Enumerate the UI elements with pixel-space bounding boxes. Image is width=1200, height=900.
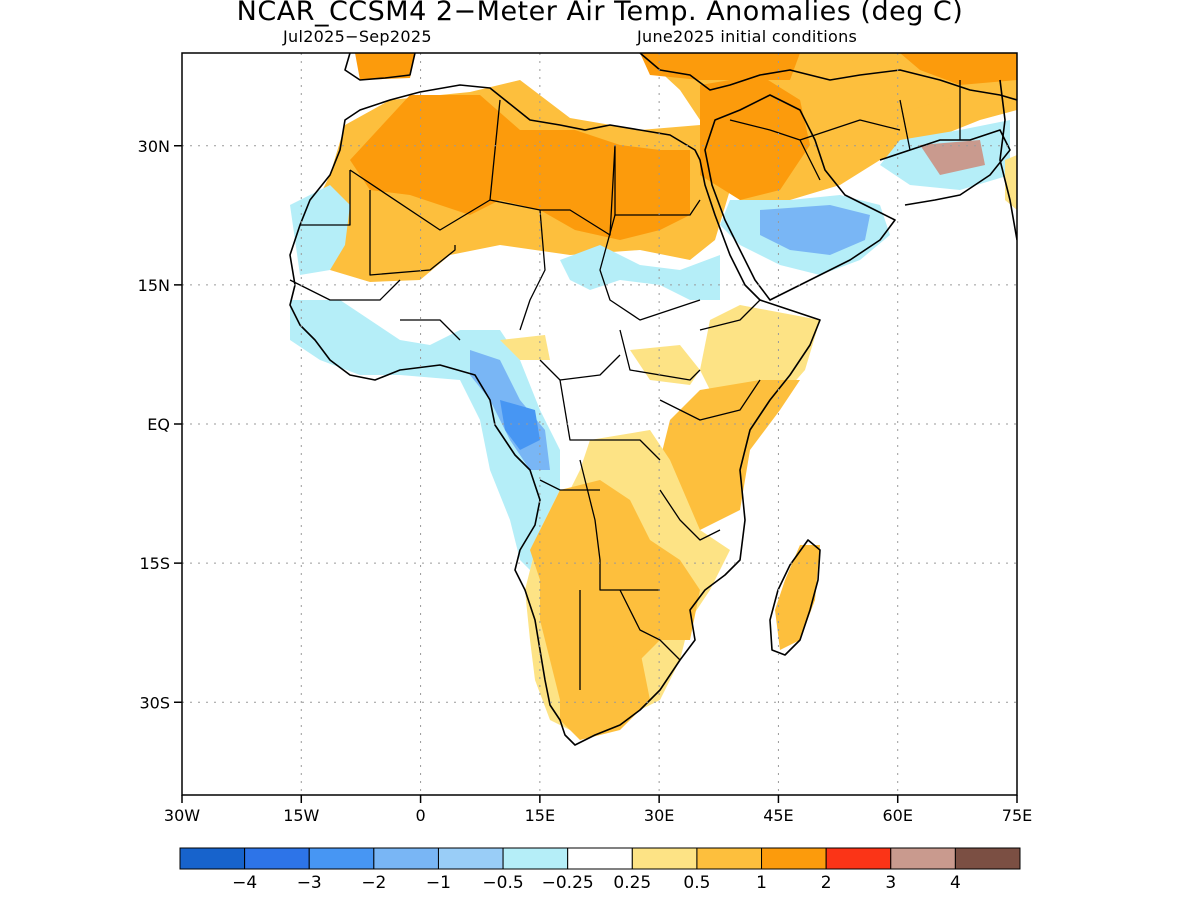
anomaly-region-nigeria-warm <box>500 335 550 360</box>
y-tick-label: 15N <box>138 276 170 295</box>
forecast-period: Jul2025−Sep2025 <box>283 27 432 46</box>
country-borders <box>289 80 961 690</box>
x-tick-label: 15W <box>283 806 319 825</box>
x-tick-label: 45E <box>763 806 793 825</box>
colorbar-label: −0.5 <box>482 873 523 893</box>
colorbar-label: −0.25 <box>542 873 594 893</box>
anomaly-region-iran-strong <box>900 53 1017 85</box>
colorbar-label: 3 <box>885 873 896 893</box>
initial-conditions: June2025 initial conditions <box>637 27 858 46</box>
colorbar-label: −4 <box>232 873 257 893</box>
anomaly-region-iberia <box>355 53 415 80</box>
colorbar-swatch <box>308 847 375 870</box>
anomaly-region-arabia-cool-core <box>760 205 870 255</box>
coastlines <box>289 53 1017 746</box>
gridlines <box>182 53 1017 795</box>
colorbar-swatch <box>437 847 504 870</box>
arabia-coastline <box>704 94 896 301</box>
x-tick-label: 30E <box>644 806 674 825</box>
x-tick-label: 15E <box>525 806 555 825</box>
colorbar-swatch <box>954 847 1021 870</box>
x-tick-label: 75E <box>1002 806 1032 825</box>
colorbar-swatch <box>696 847 763 870</box>
anomaly-region-sahara-core <box>350 95 690 240</box>
anomaly-region-north-strip <box>640 53 800 80</box>
colorbar-label: −3 <box>297 873 322 893</box>
colorbar: −4 −3 −2 −1 −0.5 −0.25 0.25 0.5 1 2 3 4 <box>179 847 1021 893</box>
colorbar-swatch <box>761 847 827 870</box>
x-tick-label: 30W <box>164 806 200 825</box>
colorbar-swatch <box>631 847 698 870</box>
persian-gulf-coast <box>879 129 1011 206</box>
anomaly-region-sahel-east-cool <box>560 245 720 300</box>
y-axis: 30N 15N EQ 15S 30S <box>138 137 182 712</box>
anomaly-region-madagascar <box>775 545 820 650</box>
map-area <box>182 53 1017 795</box>
colorbar-swatch <box>825 847 892 870</box>
africa-coastline <box>289 84 821 746</box>
mediterranean-north-coast <box>639 53 1017 101</box>
y-tick-label: 15S <box>139 554 170 573</box>
y-tick-label: EQ <box>147 415 170 434</box>
anomaly-region-levant-core <box>700 75 810 200</box>
anomaly-region-kalahari <box>560 640 650 740</box>
anomaly-region-congo-cool <box>500 400 540 450</box>
y-tick-label: 30N <box>138 137 170 156</box>
colorbar-label: 2 <box>821 873 832 893</box>
x-tick-label: 0 <box>415 806 425 825</box>
iberia-coast <box>344 53 416 81</box>
anomaly-region-india-edge <box>1005 155 1017 210</box>
x-tick-label: 60E <box>882 806 912 825</box>
colorbar-swatch <box>890 847 956 870</box>
colorbar-label: 4 <box>950 873 961 893</box>
colorbar-swatch <box>567 847 633 870</box>
colorbar-swatch <box>244 847 310 870</box>
colorbar-label: 1 <box>756 873 767 893</box>
india-coast <box>999 79 1017 241</box>
anomaly-region-sahel-east-warm <box>630 345 700 385</box>
colorbar-label: −1 <box>426 873 451 893</box>
colorbar-swatch <box>179 847 246 870</box>
colorbar-label: 0.25 <box>613 873 651 893</box>
x-axis: 30W 15W 0 15E 30E 45E 60E 75E <box>164 795 1032 825</box>
anomaly-region-iran-brown <box>920 140 985 175</box>
y-tick-label: 30S <box>139 693 170 712</box>
chart-title: NCAR_CCSM4 2−Meter Air Temp. Anomalies (… <box>236 0 964 27</box>
anomaly-fills <box>290 53 1017 740</box>
colorbar-swatch <box>502 847 569 870</box>
colorbar-swatch <box>373 847 439 870</box>
colorbar-label: −2 <box>361 873 386 893</box>
madagascar-coastline <box>769 539 821 656</box>
anomaly-region-west-coast-cool <box>290 185 350 275</box>
colorbar-label: 0.5 <box>683 873 710 893</box>
